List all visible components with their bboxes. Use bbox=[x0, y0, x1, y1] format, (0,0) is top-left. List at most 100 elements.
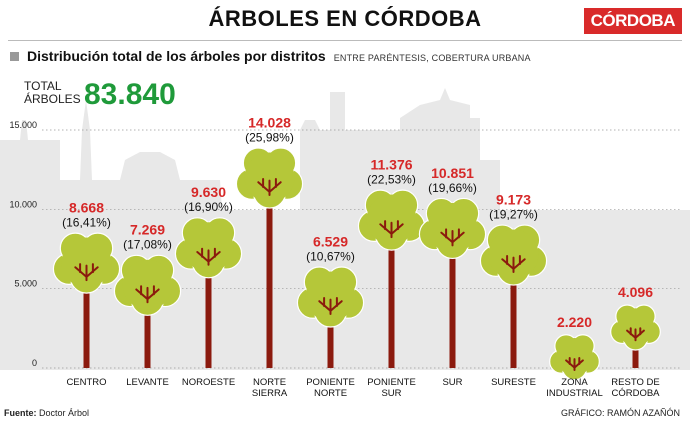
tree-trunk bbox=[388, 219, 395, 368]
chart-labels: 8.668(16,41%) CENTRO 7.269(17,08%) LEVANTE 9… bbox=[62, 114, 660, 399]
data-label-value: 6.529 bbox=[313, 233, 348, 249]
tree-branches bbox=[74, 263, 99, 282]
x-category-label: SUR bbox=[442, 377, 462, 388]
tree-trunk bbox=[510, 254, 517, 368]
data-label-value: 4.096 bbox=[618, 284, 653, 300]
y-tick-label: 0 bbox=[32, 358, 37, 368]
tree-bar bbox=[549, 334, 600, 381]
tree-bar bbox=[479, 224, 548, 368]
canopy-core bbox=[366, 194, 417, 245]
tree-canopy bbox=[549, 334, 600, 381]
data-label-value: 11.376 bbox=[370, 157, 412, 173]
tree-trunk bbox=[449, 227, 456, 368]
tree-bar bbox=[113, 254, 182, 368]
square-bullet-icon bbox=[10, 52, 19, 61]
credit-footer: GRÁFICO: RAMÓN AZAÑÓN bbox=[560, 408, 680, 418]
x-category-label: RESTO DE bbox=[611, 377, 659, 388]
tree-canopy bbox=[418, 197, 487, 260]
tree-bar bbox=[52, 232, 121, 368]
tree-bar bbox=[235, 147, 304, 368]
data-label-coverage: (17,08%) bbox=[123, 238, 172, 252]
x-category-label: PONIENTE bbox=[367, 377, 416, 388]
y-tick-label: 15.000 bbox=[9, 120, 37, 130]
tree-canopy bbox=[610, 304, 661, 351]
tree-bar bbox=[357, 189, 426, 368]
data-label-value: 8.668 bbox=[69, 199, 104, 215]
tree-trunk bbox=[205, 247, 212, 368]
tree-branches bbox=[440, 228, 465, 247]
data-label-value: 10.851 bbox=[431, 165, 474, 181]
tree-branches bbox=[257, 178, 282, 197]
x-category-label: CÓRDOBA bbox=[611, 388, 660, 399]
x-category-label: CENTRO bbox=[66, 377, 106, 388]
data-label-value: 2.220 bbox=[557, 314, 592, 330]
tree-bar bbox=[174, 217, 243, 368]
canopy-core bbox=[555, 338, 594, 376]
x-category-label: PONIENTE bbox=[306, 377, 355, 388]
canopy-core bbox=[305, 271, 356, 322]
data-label-value: 14.028 bbox=[248, 114, 291, 130]
x-category-label: NOROESTE bbox=[182, 377, 235, 388]
tree-canopy bbox=[479, 224, 548, 286]
data-label-coverage: (10,67%) bbox=[306, 249, 355, 263]
tree-branches bbox=[565, 356, 584, 371]
tree-bar bbox=[296, 266, 365, 368]
tree-bar bbox=[610, 304, 661, 368]
x-category-label: ZONA bbox=[561, 377, 588, 388]
tree-trunk bbox=[266, 177, 273, 368]
data-label-coverage: (25,98%) bbox=[245, 130, 294, 144]
tree-branches bbox=[135, 285, 160, 304]
source-name: Doctor Árbol bbox=[39, 408, 90, 418]
data-label-value: 9.173 bbox=[496, 191, 531, 207]
x-category-label: INDUSTRIAL bbox=[546, 388, 602, 399]
header-divider bbox=[8, 40, 682, 41]
x-category-label: NORTE bbox=[253, 377, 286, 388]
source-label: Fuente: bbox=[4, 408, 37, 418]
x-category-label: SURESTE bbox=[491, 377, 536, 388]
tree-branches bbox=[379, 220, 404, 239]
chart-trees bbox=[52, 147, 661, 381]
tree-branches bbox=[501, 255, 526, 274]
canopy-core bbox=[616, 308, 655, 346]
tree-branches bbox=[196, 247, 221, 266]
canopy-core bbox=[61, 237, 112, 288]
canopy-core bbox=[244, 152, 295, 203]
y-tick-label: 5.000 bbox=[14, 279, 37, 289]
tree-canopy bbox=[113, 254, 182, 316]
total-label-line1: TOTAL bbox=[24, 79, 62, 93]
data-label-coverage: (22,53%) bbox=[367, 173, 416, 187]
chart-note: ENTRE PARÉNTESIS, COBERTURA URBANA bbox=[333, 53, 531, 63]
tree-trunk bbox=[83, 262, 90, 368]
total-label: TOTAL ÁRBOLES bbox=[24, 80, 81, 106]
total-label-line2: ÁRBOLES bbox=[24, 92, 81, 106]
tree-canopy bbox=[235, 147, 304, 209]
page-title: ÁRBOLES EN CÓRDOBA bbox=[208, 6, 482, 31]
x-category-label: LEVANTE bbox=[126, 377, 169, 388]
canopy-core bbox=[488, 229, 539, 280]
x-category-label: SUR bbox=[381, 388, 401, 399]
tree-canopy bbox=[174, 217, 243, 279]
data-label-value: 9.630 bbox=[191, 184, 226, 200]
x-category-label: NORTE bbox=[314, 388, 347, 399]
data-label-value: 7.269 bbox=[130, 222, 165, 238]
data-label-coverage: (16,41%) bbox=[62, 215, 111, 229]
data-label-coverage: (19,27%) bbox=[489, 207, 538, 221]
tree-bar bbox=[418, 197, 487, 368]
chart-gridlines: 0 5.000 10.000 15.000 bbox=[9, 120, 680, 369]
tree-branches bbox=[318, 297, 343, 316]
canopy-core bbox=[183, 222, 234, 273]
y-tick-label: 10.000 bbox=[9, 199, 37, 209]
tree-trunk bbox=[144, 284, 151, 368]
tree-trunk bbox=[327, 296, 334, 368]
data-label-coverage: (16,90%) bbox=[184, 200, 233, 214]
total-value: 83.840 bbox=[84, 78, 176, 111]
canopy-core bbox=[122, 259, 173, 310]
subtitle-row: Distribución total de los árboles por di… bbox=[10, 48, 531, 64]
brand-logo: CÓRDOBA bbox=[583, 8, 682, 34]
tree-branches bbox=[626, 327, 645, 342]
canopy-core bbox=[427, 202, 478, 253]
x-category-label: SIERRA bbox=[252, 388, 288, 399]
source-footer: Fuente: Doctor Árbol bbox=[4, 408, 89, 418]
chart-subtitle: Distribución total de los árboles por di… bbox=[27, 48, 326, 64]
